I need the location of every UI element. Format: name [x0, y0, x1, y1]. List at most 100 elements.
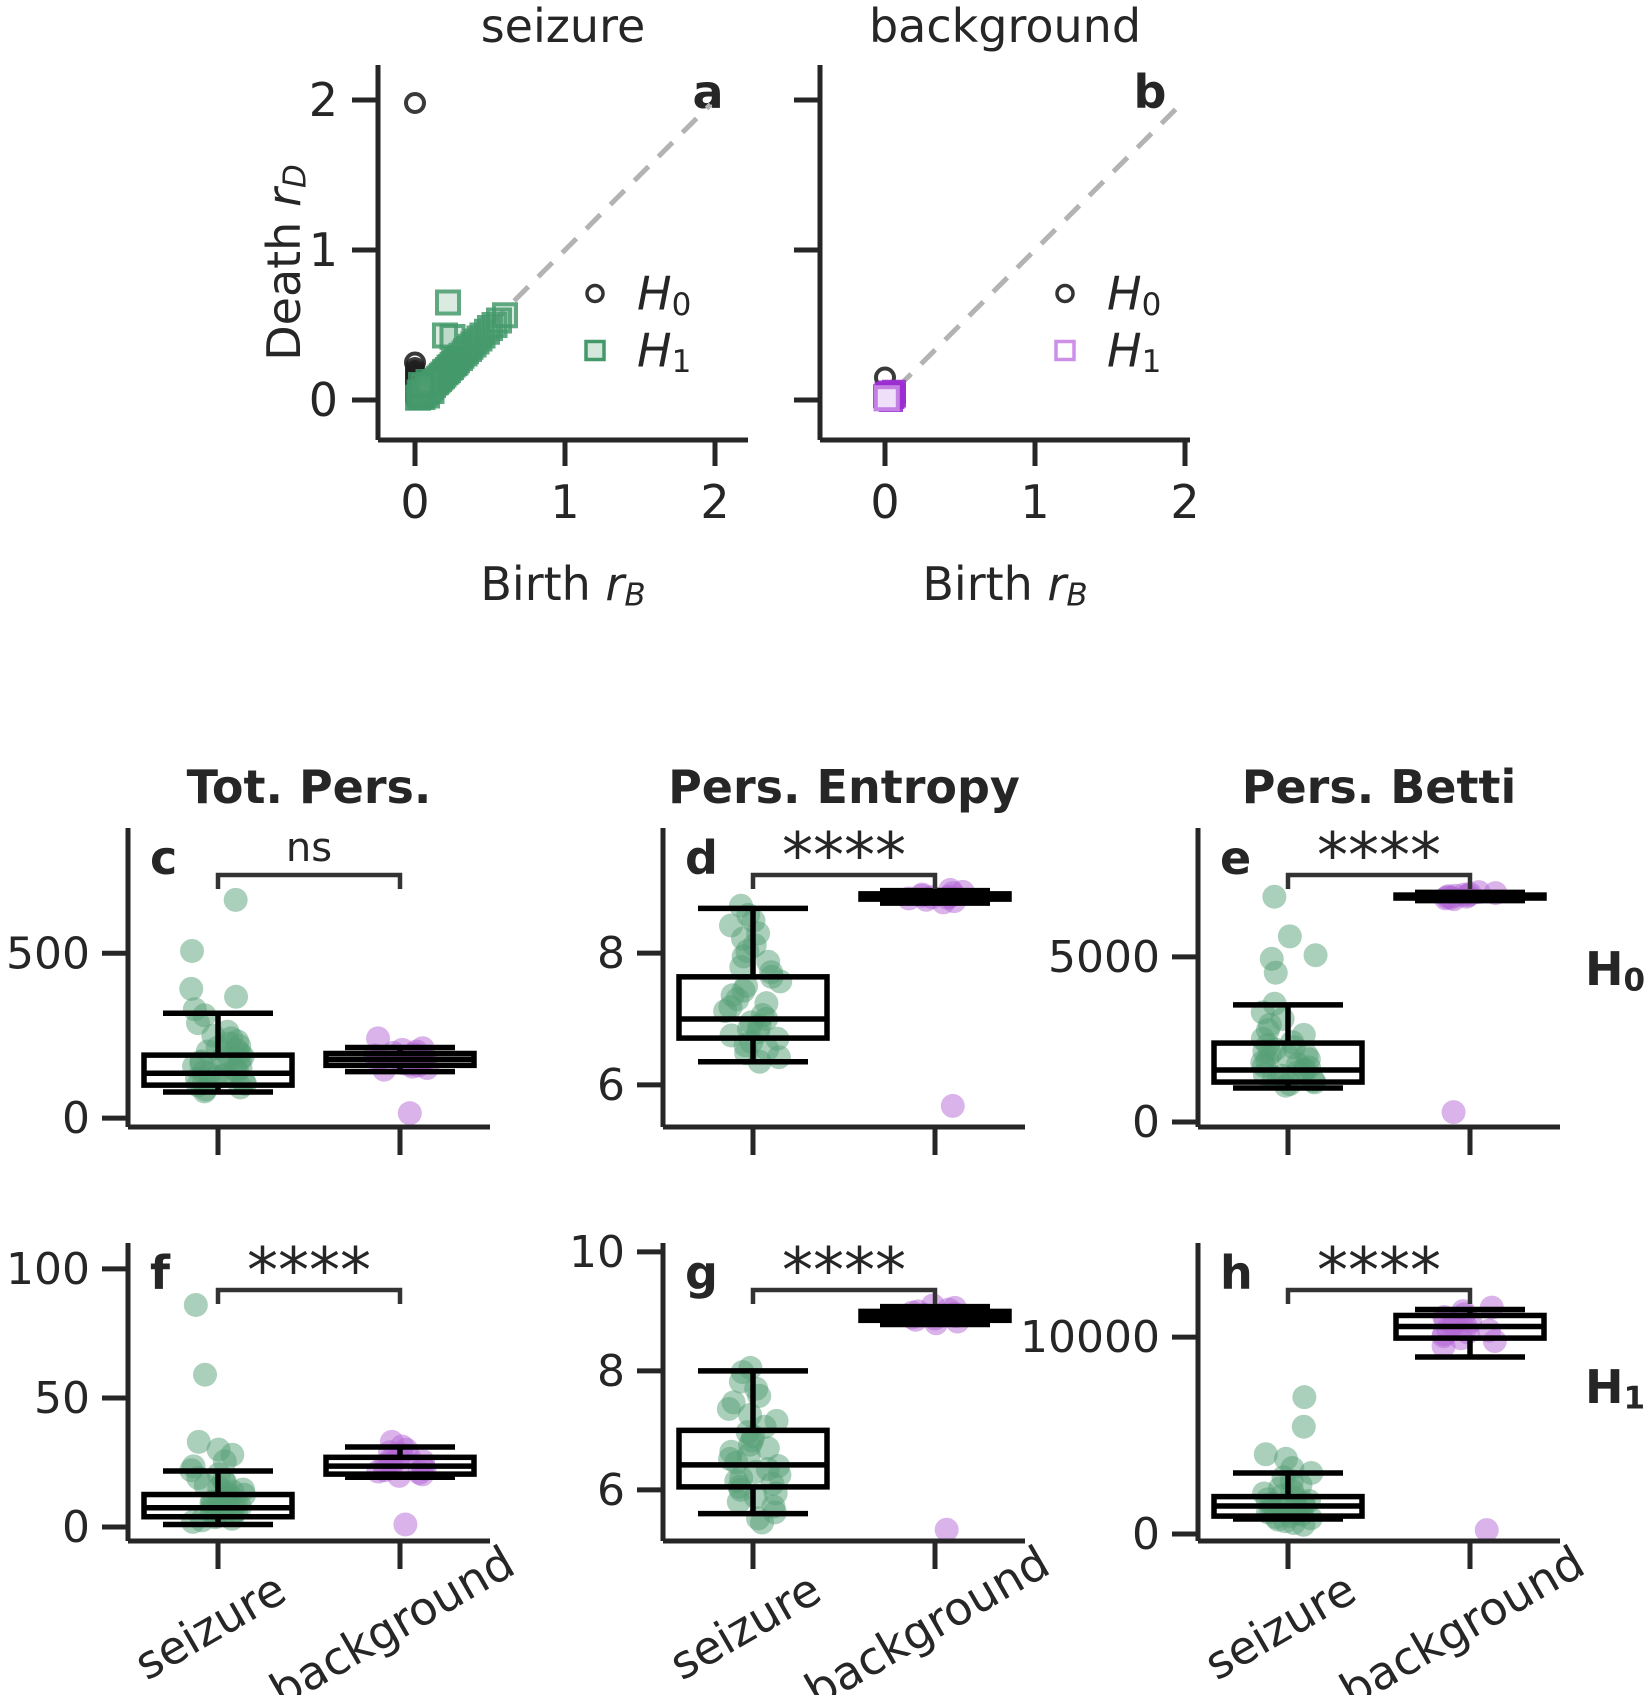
- strip-dot: [397, 1101, 422, 1126]
- box-seizure: [141, 1468, 295, 1528]
- y-tick-label: 0: [1132, 1097, 1160, 1148]
- panel-c-boxplot: 0 500 Tot. Pers.c ns: [6, 760, 490, 1155]
- x-tick-label: 1: [550, 475, 579, 529]
- strip-dot: [750, 1510, 775, 1535]
- h0-open-circle-marker: [404, 92, 426, 114]
- box-background: [323, 1044, 477, 1075]
- box-background: [858, 887, 1012, 906]
- strip-dot: [1441, 1100, 1466, 1125]
- strip-dot: [223, 887, 248, 912]
- strip-dot: [224, 984, 249, 1009]
- axes: 0 500: [6, 828, 490, 1155]
- axes: 6 8 10: [569, 1227, 1025, 1569]
- y-tick-label: 0: [62, 1502, 90, 1553]
- y-tick-label: 10: [569, 1227, 625, 1278]
- strip-background: [363, 1026, 440, 1126]
- panel-letter: c: [150, 831, 177, 885]
- strip-dot: [716, 1396, 741, 1421]
- y-tick-label: 8: [597, 1346, 625, 1397]
- axes: 0 5000: [1048, 828, 1560, 1155]
- significance-bracket: [750, 1287, 938, 1304]
- panel-letter: a: [692, 65, 723, 119]
- y-tick-label: 50: [34, 1373, 90, 1424]
- box-background: [858, 1303, 1012, 1328]
- h1-square-marker: [408, 372, 434, 398]
- strip-background: [1431, 1295, 1507, 1543]
- box-iqr: [1211, 1040, 1365, 1085]
- series-h1-points: [873, 379, 906, 412]
- box-iqr: [676, 974, 830, 1041]
- panel-letter: d: [685, 831, 718, 885]
- h1-square-marker: [439, 324, 466, 350]
- panel-letter: h: [1220, 1246, 1253, 1300]
- h1-square-marker: [873, 385, 900, 412]
- x-tick-label: 1: [1020, 475, 1049, 529]
- y-tick-label: 100: [6, 1244, 90, 1295]
- y-tick-label: 6: [597, 1060, 625, 1111]
- strip-dot: [193, 1362, 218, 1387]
- significance-label: ****: [782, 1234, 906, 1307]
- y-tick-label: 500: [6, 928, 90, 979]
- row-label-h0: H0: [1585, 942, 1645, 999]
- y-tick-label: 5000: [1048, 932, 1160, 983]
- column-title: Tot. Pers.: [187, 760, 432, 814]
- box-iqr: [141, 1052, 295, 1088]
- box-seizure: [676, 905, 830, 1065]
- series-h1-points: [405, 289, 518, 411]
- significance-bracket: [1285, 1287, 1473, 1304]
- legend-h0-circle-icon: [1055, 283, 1075, 304]
- legend-h1-square-icon: [1054, 339, 1076, 362]
- x-axis-label: Birth rB: [480, 557, 645, 614]
- h1-square-marker: [435, 289, 461, 316]
- box-background: [1393, 1306, 1547, 1360]
- strip-dot: [755, 1436, 780, 1461]
- legend-label: H0: [1107, 267, 1161, 324]
- y-tick-label: 1: [309, 223, 338, 277]
- strip-dot: [393, 1512, 418, 1537]
- panel-letter: g: [685, 1246, 718, 1300]
- significance-bracket: [215, 1287, 403, 1304]
- strip-dot: [729, 954, 754, 979]
- axes: 0 1 2 0 1 2: [309, 65, 748, 529]
- strip-dot: [768, 969, 793, 994]
- panel-e-boxplot: 0 5000 Pers. Betti e ****: [1048, 760, 1560, 1155]
- y-tick-label: 0: [62, 1093, 90, 1144]
- x-axis-label: Birth rB: [922, 557, 1087, 614]
- y-axis-label: Death rD: [257, 164, 314, 361]
- box-seizure: [676, 1368, 830, 1517]
- strip-background: [900, 1293, 970, 1542]
- box-seizure: [1211, 1470, 1365, 1522]
- y-tick-label: 0: [1132, 1509, 1160, 1560]
- h1-square-marker: [492, 302, 518, 329]
- strip-background: [896, 877, 975, 1118]
- strip-dot: [186, 1429, 211, 1454]
- significance-label: ****: [1317, 1234, 1441, 1307]
- strip-dot: [179, 976, 204, 1001]
- strip-dot: [183, 1292, 208, 1317]
- legend-h0-circle-icon: [585, 283, 605, 304]
- x-tick-label: 0: [400, 475, 429, 529]
- y-tick-label: 0: [309, 373, 338, 427]
- x-tick-label: 2: [1170, 475, 1199, 529]
- series-h0-points: [404, 92, 427, 410]
- axes: 0 10000: [1020, 1243, 1560, 1569]
- y-tick-label: 6: [597, 1465, 625, 1516]
- strip-dot: [1253, 1442, 1278, 1467]
- y-tick-label: 8: [597, 928, 625, 979]
- significance-bracket: [750, 872, 938, 889]
- strip-seizure: [179, 1292, 257, 1534]
- x-category-label: background: [1331, 1535, 1594, 1695]
- axes: 0 1 2: [794, 65, 1200, 529]
- strip-dot: [1303, 943, 1328, 968]
- significance-label: ****: [1317, 819, 1441, 892]
- strip-dot: [180, 938, 205, 963]
- column-title: Pers. Entropy: [668, 760, 1020, 814]
